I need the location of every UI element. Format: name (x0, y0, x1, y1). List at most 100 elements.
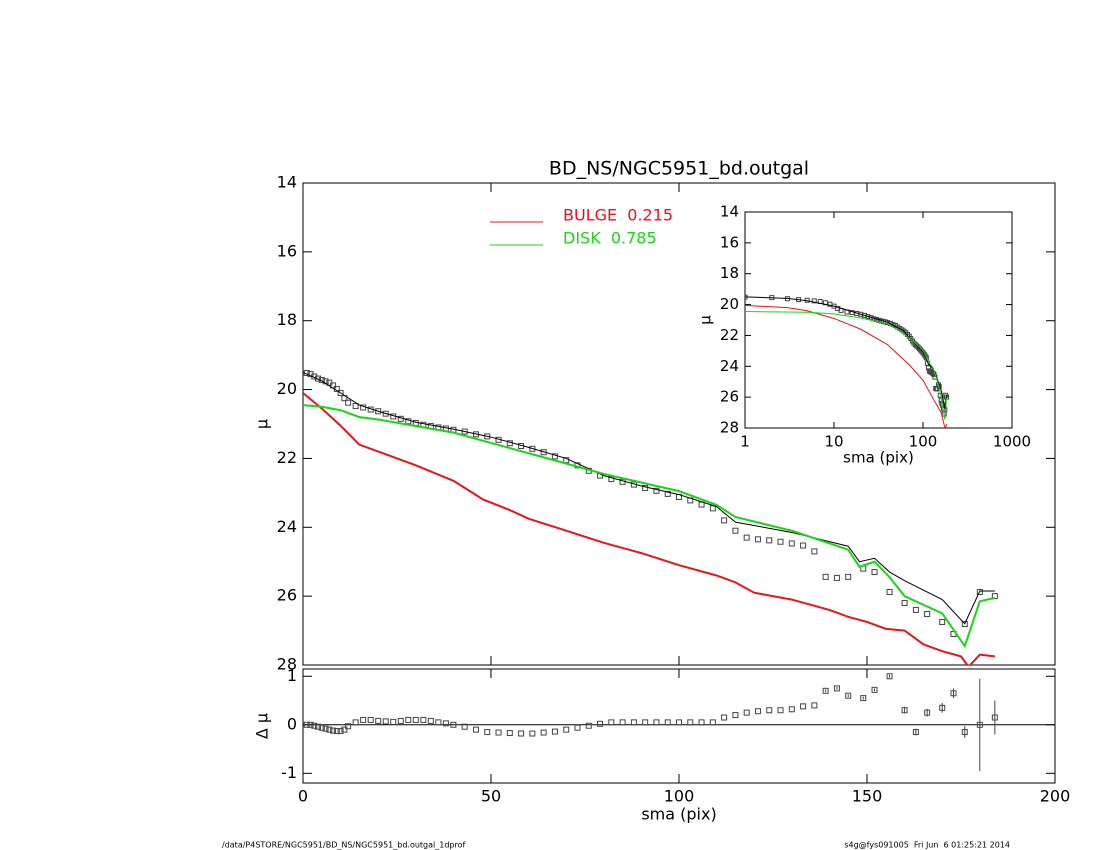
data-point (303, 721, 310, 728)
data-point (345, 399, 352, 406)
data-point (800, 703, 807, 710)
model-line (303, 404, 996, 649)
data-point (871, 569, 878, 576)
y-tick-label: 22 (720, 326, 739, 344)
data-point (375, 717, 382, 724)
data-point (330, 727, 337, 734)
y-tick-label: 24 (720, 357, 739, 375)
data-point (833, 574, 840, 581)
y-tick-label: 26 (277, 586, 297, 605)
data-point (326, 726, 333, 733)
x-tick-label: 100 (664, 787, 695, 806)
data-point (861, 312, 867, 318)
data-point (442, 720, 449, 727)
data-point (653, 487, 660, 494)
y-axis-label: μ (253, 419, 272, 429)
footer-right: s4g@fys091005 Fri Jun 6 01:25:21 2014 (844, 841, 1010, 850)
data-point (551, 728, 558, 735)
data-point (721, 714, 728, 721)
data-point (495, 729, 502, 736)
data-point (754, 536, 761, 543)
model-line (303, 392, 995, 665)
x-tick-label: 200 (1040, 787, 1071, 806)
data-point (961, 729, 968, 736)
y-tick-label: 14 (720, 203, 739, 221)
y-tick-label: 18 (720, 264, 739, 282)
data-point (901, 600, 908, 607)
data-point (420, 716, 427, 723)
data-point (912, 729, 919, 736)
data-point (833, 685, 840, 692)
data-point (472, 726, 479, 733)
plot-area (745, 294, 950, 428)
model-line (745, 304, 948, 428)
x-tick-label: 1 (740, 433, 750, 451)
data-point (664, 490, 671, 497)
data-point (961, 621, 968, 628)
panel: 1 10 100 1000 14 16 18 20 22 24 26 28 sma (pix) μ (697, 203, 1032, 467)
data-point (766, 707, 773, 714)
data-point (630, 719, 637, 726)
x-tick-label: 50 (481, 787, 501, 806)
data-point (924, 709, 931, 716)
data-point (777, 538, 784, 545)
x-tick-label: 1000 (993, 433, 1031, 451)
data-point (871, 686, 878, 693)
data-point (777, 707, 784, 714)
data-point (939, 704, 946, 711)
data-point (382, 718, 389, 725)
data-point (653, 719, 660, 726)
x-tick-label: 10 (824, 433, 843, 451)
data-point (698, 719, 705, 726)
y-tick-label: 26 (720, 388, 739, 406)
x-tick-label: 150 (852, 787, 883, 806)
data-point (619, 719, 626, 726)
plot-frame (302, 668, 1056, 784)
data-point (991, 714, 998, 721)
data-point (845, 573, 852, 580)
data-point (766, 537, 773, 544)
y-tick-label: -1 (281, 763, 297, 782)
data-point (687, 719, 694, 726)
data-point (608, 719, 615, 726)
y-tick-label: 20 (277, 379, 297, 398)
data-point (360, 716, 367, 723)
legend-label: DISK 0.785 (563, 229, 657, 248)
data-point (822, 687, 829, 694)
data-point (574, 724, 581, 731)
data-point (315, 723, 322, 730)
data-point (412, 716, 419, 723)
data-point (506, 730, 513, 737)
data-point (390, 718, 397, 725)
y-tick-label: 16 (277, 241, 297, 260)
data-point (811, 702, 818, 709)
data-point (950, 690, 957, 697)
data-point (788, 706, 795, 713)
x-axis-label: sma (pix) (843, 449, 914, 467)
data-point (352, 719, 359, 726)
data-point (811, 548, 818, 555)
data-point (924, 611, 931, 618)
data-point (341, 726, 348, 733)
y-tick-label: 0 (287, 714, 297, 733)
chart-title: BD_NS/NGC5951_bd.outgal (549, 158, 809, 180)
data-point (886, 673, 893, 680)
data-point (337, 390, 344, 397)
y-tick-label: 14 (277, 173, 297, 192)
plot-area (303, 370, 998, 665)
data-point (540, 729, 547, 736)
model-line (303, 371, 995, 625)
data-point (676, 719, 682, 726)
data-point (721, 517, 728, 524)
data-point (642, 719, 649, 726)
data-point (709, 505, 716, 512)
data-point (642, 485, 649, 492)
y-tick-label: 1 (287, 666, 297, 685)
data-point (450, 721, 457, 728)
data-point (529, 730, 536, 737)
y-tick-label: 16 (720, 233, 739, 251)
data-point (405, 716, 412, 723)
data-point (931, 371, 937, 377)
data-point (912, 606, 919, 613)
data-point (337, 728, 344, 735)
